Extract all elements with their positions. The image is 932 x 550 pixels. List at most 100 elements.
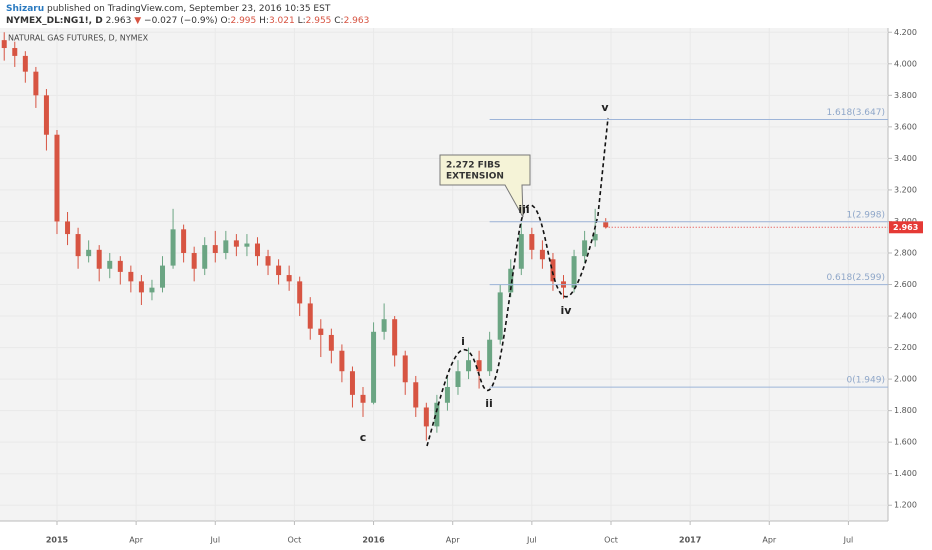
o-label: O: <box>221 16 231 26</box>
c: 2.963 <box>344 16 370 26</box>
x-tick-label: Oct <box>604 536 618 545</box>
y-tick-label: 3.600 <box>894 122 917 131</box>
candle-body <box>539 249 545 260</box>
chart-title: NATURAL GAS FUTURES, D, NYMEX <box>8 34 149 43</box>
x-tick-label: 2016 <box>362 536 385 545</box>
candle-body <box>529 234 535 250</box>
plot-area <box>0 28 888 521</box>
x-tick-label: Jul <box>526 536 537 545</box>
candle-body <box>371 331 377 403</box>
callout-box <box>439 154 531 218</box>
x-tick-label: 2015 <box>46 536 69 545</box>
symbol: NYMEX_DL:NG1!, D <box>6 16 103 26</box>
author: Shizaru published on TradingView.com, Se… <box>6 4 331 14</box>
x-tick-label: Jul <box>843 536 854 545</box>
x-tick-label: 2017 <box>679 536 701 545</box>
published: published on TradingView.com, September … <box>47 4 331 14</box>
x-tick-label: Jul <box>209 536 220 545</box>
h-label: H: <box>259 16 269 26</box>
candle-body <box>455 371 461 387</box>
candle-body <box>550 259 556 282</box>
x-tick-label: Apr <box>762 536 777 545</box>
candle-body <box>96 249 102 269</box>
y-tick-label: 2.400 <box>894 312 917 321</box>
wave-path <box>426 117 609 447</box>
candle-body <box>392 319 398 356</box>
candle-body <box>582 240 588 257</box>
candle-body <box>170 229 176 266</box>
callout-line: 2.272 FIBS <box>446 161 500 171</box>
y-tick-label: 1.400 <box>894 469 917 478</box>
candle-body <box>318 328 324 335</box>
candle-body <box>413 382 419 408</box>
candle-body <box>286 275 292 282</box>
candle-body <box>571 256 577 288</box>
candle-body <box>65 221 71 235</box>
y-tick-label: 2.000 <box>894 375 917 384</box>
down-arrow: ▼ <box>134 16 141 26</box>
candle-body <box>254 243 260 257</box>
o: 2.995 <box>230 16 256 26</box>
last-price-tag <box>889 221 923 234</box>
candle-body <box>603 222 609 228</box>
candle-body <box>349 371 355 395</box>
candle-body <box>223 240 229 253</box>
candle-body <box>22 55 28 72</box>
candle-body <box>138 281 144 293</box>
candle-body <box>487 339 493 372</box>
candle-body <box>33 71 39 96</box>
candle-body <box>265 256 271 266</box>
candle-body <box>244 243 250 247</box>
candle-body <box>402 355 408 383</box>
fib-label: 0.618(2.599) <box>826 273 885 283</box>
y-tick-label: 3.800 <box>894 91 917 100</box>
l: 2.955 <box>306 16 332 26</box>
candle-body <box>75 234 81 257</box>
candle-body <box>181 229 187 253</box>
candle-body <box>1 40 7 49</box>
y-tick-label: 4.200 <box>894 28 917 37</box>
candle-body <box>518 234 524 269</box>
candle-body <box>233 240 239 247</box>
candle-body <box>86 249 92 257</box>
wave-label: i <box>461 335 465 348</box>
wave-label: v <box>601 101 609 114</box>
fib-label: 1.618(3.647) <box>826 108 885 118</box>
wave-label: c <box>360 431 367 444</box>
candle-body <box>276 265 282 276</box>
candle-body <box>212 245 218 253</box>
symbol-line: NYMEX_DL:NG1!, D 2.963 ▼ −0.027 (−0.9%) … <box>6 16 369 26</box>
candle-body <box>160 265 166 288</box>
y-tick-label: 1.600 <box>894 438 917 447</box>
fib-label: 1(2.998) <box>846 210 885 220</box>
price-axis <box>888 28 932 550</box>
y-tick-label: 2.800 <box>894 248 917 257</box>
candle-body <box>508 268 514 293</box>
h: 3.021 <box>269 16 295 26</box>
fib-label: 0(1.949) <box>846 376 885 386</box>
candle-body <box>444 386 450 403</box>
wave-label: ii <box>485 397 493 410</box>
last: 2.963 <box>106 16 132 26</box>
author-name: Shizaru <box>6 4 44 14</box>
y-tick-label: 1.800 <box>894 406 917 415</box>
candle-body <box>328 334 334 351</box>
candle-body <box>12 48 18 56</box>
candle-body <box>466 360 472 372</box>
y-tick-label: 3.400 <box>894 154 917 163</box>
wave-label: iv <box>561 304 573 317</box>
candle-body <box>297 281 303 304</box>
x-tick-label: Apr <box>129 536 144 545</box>
c-label: C: <box>334 16 343 26</box>
candle-body <box>592 234 598 241</box>
l-label: L: <box>298 16 306 26</box>
candle-body <box>149 287 155 293</box>
candle-body <box>117 260 123 272</box>
candle-body <box>339 350 345 372</box>
y-tick-label: 1.200 <box>894 501 917 510</box>
candle-body <box>497 292 503 340</box>
candle-body <box>128 271 134 282</box>
candle-body <box>434 402 440 427</box>
y-tick-label: 2.600 <box>894 280 917 289</box>
y-tick-label: 2.200 <box>894 343 917 352</box>
